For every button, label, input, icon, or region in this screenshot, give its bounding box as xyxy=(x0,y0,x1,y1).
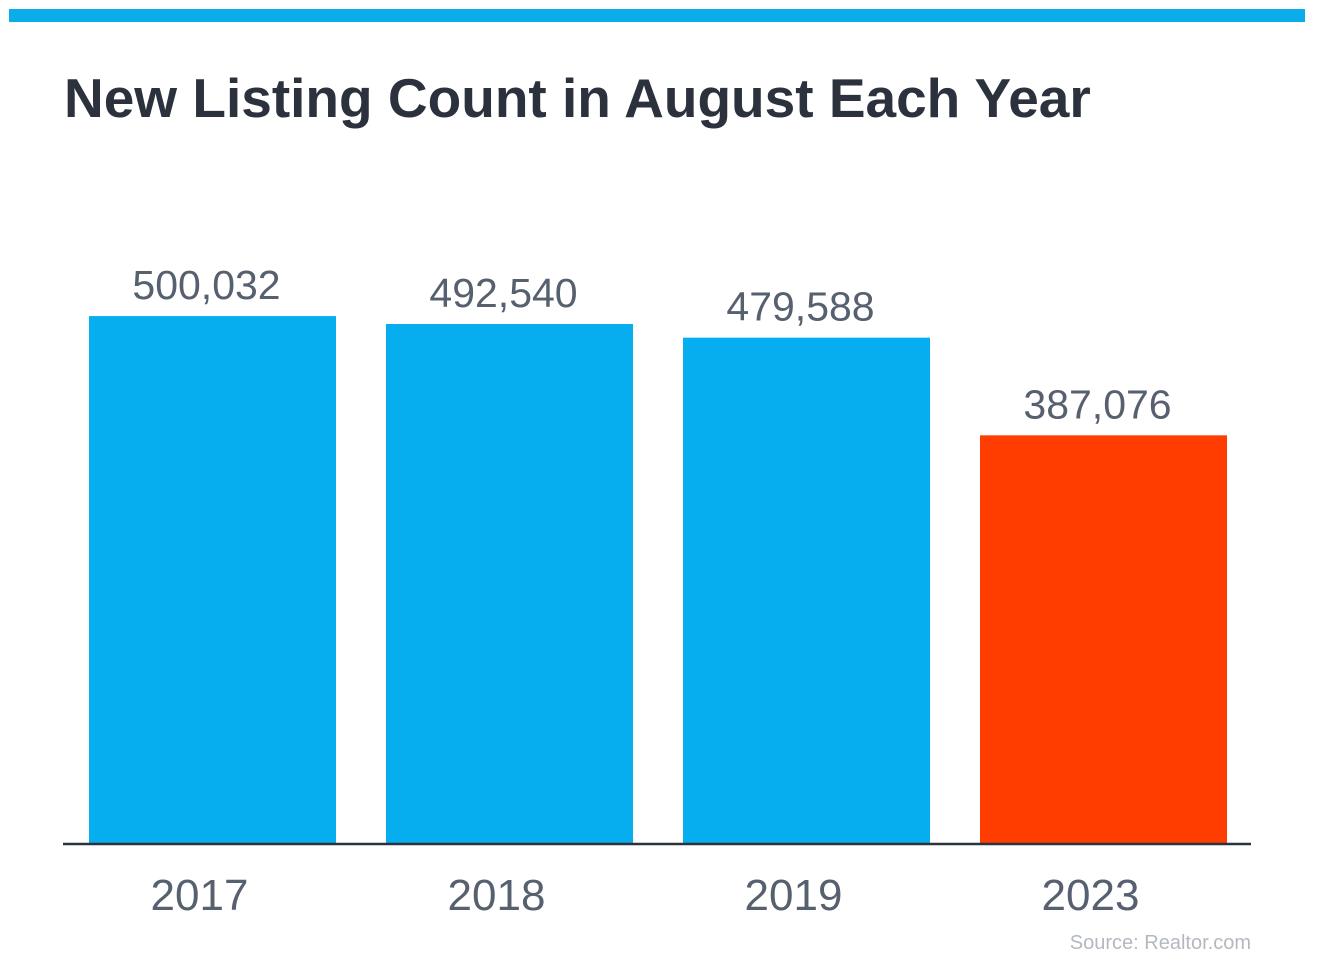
category-label-2023: 2023 xyxy=(1042,871,1140,920)
chart-title: New Listing Count in August Each Year xyxy=(64,67,1091,129)
source-note: Source: Realtor.com xyxy=(1069,932,1251,954)
category-label-2018: 2018 xyxy=(448,871,546,920)
category-label-2019: 2019 xyxy=(745,871,843,920)
bar-2017 xyxy=(89,316,336,844)
value-label-2018: 492,540 xyxy=(429,270,577,316)
bar-2019 xyxy=(683,337,930,844)
value-label-2023: 387,076 xyxy=(1023,381,1171,427)
value-label-2019: 479,588 xyxy=(726,284,874,330)
value-label-2017: 500,032 xyxy=(132,262,280,308)
bar-2023 xyxy=(980,435,1227,844)
category-label-2017: 2017 xyxy=(151,871,249,920)
bar-2018 xyxy=(386,323,633,844)
top-accent-bar xyxy=(9,9,1305,22)
